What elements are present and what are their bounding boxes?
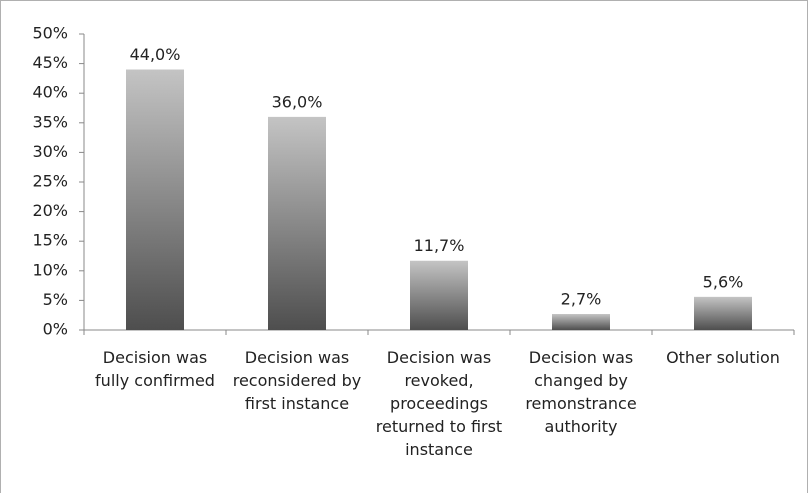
x-tick-label: Decision was revoked, proceedings return… <box>375 348 503 459</box>
bar <box>410 260 468 330</box>
x-tick-label: Decision was reconsidered by first insta… <box>232 348 362 413</box>
data-label: 44,0% <box>130 45 181 64</box>
y-tick-label: 0% <box>43 320 68 339</box>
y-tick-label: 20% <box>32 201 68 220</box>
y-tick-label: 25% <box>32 172 68 191</box>
data-label: 11,7% <box>414 236 465 255</box>
bar <box>552 314 610 330</box>
y-tick-label: 5% <box>43 290 68 309</box>
data-label: 2,7% <box>561 290 602 309</box>
x-tick-label: Other solution <box>666 348 780 367</box>
bar <box>126 69 184 331</box>
data-label: 36,0% <box>272 92 323 111</box>
x-tick-label: Decision was fully confirmed <box>95 348 215 390</box>
y-tick-label: 45% <box>32 53 68 72</box>
y-tick-label: 15% <box>32 231 68 250</box>
bar <box>268 116 326 330</box>
bar <box>694 296 752 330</box>
y-tick-label: 40% <box>32 83 68 102</box>
y-tick-label: 30% <box>32 142 68 161</box>
y-tick-label: 10% <box>32 260 68 279</box>
data-label: 5,6% <box>703 272 744 291</box>
y-tick-label: 50% <box>32 24 68 43</box>
y-tick-label: 35% <box>32 112 68 131</box>
x-tick-label: Decision was changed by remonstrance aut… <box>525 348 637 436</box>
